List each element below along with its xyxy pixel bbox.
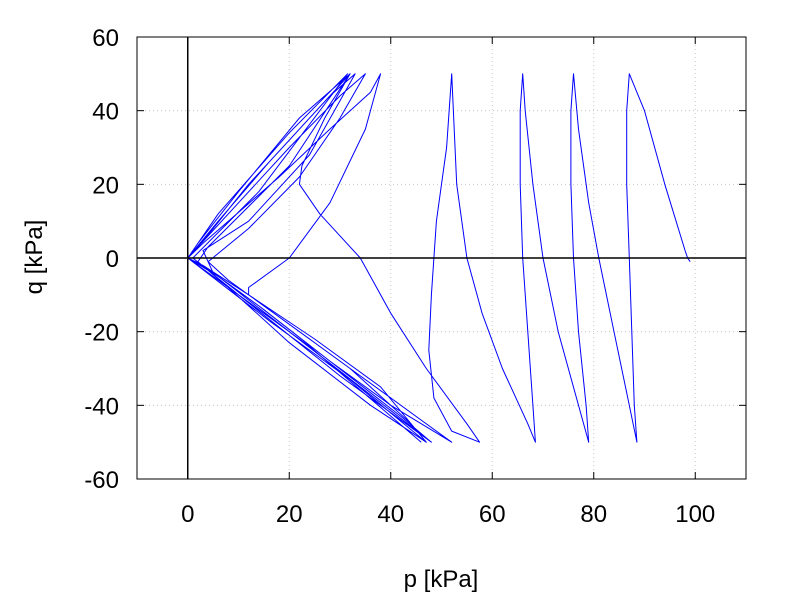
y-tick-label: 20 [92, 172, 119, 199]
x-axis-label: p [kPa] [404, 566, 479, 593]
y-tick-label: -60 [84, 467, 119, 494]
y-tick-label: 40 [92, 99, 119, 126]
plot-frame [136, 36, 747, 480]
stress-path-line [187, 73, 691, 443]
y-tick-label: 60 [92, 25, 119, 52]
x-tick-label: 100 [675, 501, 715, 528]
axes [136, 36, 747, 480]
y-tick-label: -40 [84, 393, 119, 420]
x-tick-label: 0 [181, 501, 194, 528]
y-axis-label: q [kPa] [21, 220, 48, 295]
tick-labels: 0 20 40 60 80 100 -60 -40 -20 0 20 40 60 [84, 25, 715, 528]
x-tick-label: 80 [580, 501, 607, 528]
x-tick-label: 40 [377, 501, 404, 528]
y-tick-label: 0 [106, 246, 119, 273]
x-tick-label: 20 [276, 501, 303, 528]
y-tick-label: -20 [84, 320, 119, 347]
x-tick-label: 60 [479, 501, 506, 528]
series-layer [187, 73, 691, 443]
